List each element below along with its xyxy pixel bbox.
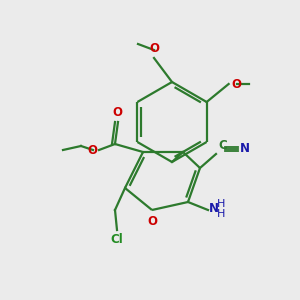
Text: H: H	[217, 199, 225, 209]
Text: H: H	[217, 209, 225, 219]
Text: Cl: Cl	[111, 233, 123, 246]
Text: O: O	[87, 145, 97, 158]
Text: N: N	[209, 202, 219, 214]
Text: O: O	[147, 215, 157, 228]
Text: C: C	[218, 139, 227, 152]
Text: O: O	[232, 77, 242, 91]
Text: O: O	[149, 42, 159, 55]
Text: O: O	[112, 106, 122, 119]
Text: N: N	[240, 142, 250, 155]
